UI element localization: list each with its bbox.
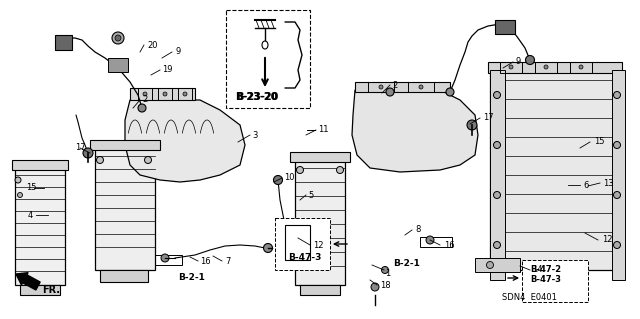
Ellipse shape xyxy=(579,65,583,69)
Ellipse shape xyxy=(493,191,500,198)
Text: 17: 17 xyxy=(75,144,86,152)
Text: 13: 13 xyxy=(603,179,614,188)
Text: 5: 5 xyxy=(308,190,313,199)
Ellipse shape xyxy=(296,167,303,174)
Polygon shape xyxy=(290,152,350,162)
Text: B-47-3: B-47-3 xyxy=(530,276,561,285)
Polygon shape xyxy=(108,58,128,72)
Polygon shape xyxy=(612,70,625,280)
Polygon shape xyxy=(100,270,148,282)
Ellipse shape xyxy=(112,32,124,44)
Text: 12: 12 xyxy=(313,241,323,249)
Text: 17: 17 xyxy=(483,114,493,122)
Ellipse shape xyxy=(145,157,152,164)
Text: 6: 6 xyxy=(583,181,588,189)
Polygon shape xyxy=(95,148,155,270)
Polygon shape xyxy=(490,70,620,270)
Text: 8: 8 xyxy=(415,226,420,234)
Ellipse shape xyxy=(525,56,534,64)
Ellipse shape xyxy=(614,142,621,149)
Text: B-23-20: B-23-20 xyxy=(235,92,277,102)
Ellipse shape xyxy=(15,177,21,183)
Ellipse shape xyxy=(138,104,146,112)
Ellipse shape xyxy=(183,92,187,96)
Text: 12: 12 xyxy=(602,235,612,244)
Text: 2: 2 xyxy=(142,95,147,105)
Ellipse shape xyxy=(273,175,282,184)
Ellipse shape xyxy=(115,35,121,41)
Polygon shape xyxy=(522,260,588,302)
Ellipse shape xyxy=(419,85,423,89)
Text: 15: 15 xyxy=(26,183,36,192)
Ellipse shape xyxy=(614,191,621,198)
Ellipse shape xyxy=(337,167,344,174)
Polygon shape xyxy=(495,20,515,34)
Ellipse shape xyxy=(83,148,93,158)
Text: 9: 9 xyxy=(175,48,180,56)
Text: 7: 7 xyxy=(225,256,230,265)
Text: B-47-3: B-47-3 xyxy=(288,254,321,263)
Text: 4: 4 xyxy=(28,211,33,219)
Text: B-23-20: B-23-20 xyxy=(236,92,278,102)
Ellipse shape xyxy=(493,92,500,99)
Ellipse shape xyxy=(371,283,379,291)
Polygon shape xyxy=(15,168,65,285)
Polygon shape xyxy=(20,285,60,295)
Polygon shape xyxy=(488,62,622,73)
Ellipse shape xyxy=(143,92,147,96)
Text: 19: 19 xyxy=(162,65,173,75)
Text: 1: 1 xyxy=(385,269,390,278)
Text: 16: 16 xyxy=(200,256,211,265)
Polygon shape xyxy=(475,258,520,272)
Text: 18: 18 xyxy=(380,280,390,290)
Ellipse shape xyxy=(381,266,388,273)
Text: 15: 15 xyxy=(594,137,605,146)
Polygon shape xyxy=(130,88,195,100)
Text: 9: 9 xyxy=(516,57,521,66)
Polygon shape xyxy=(226,10,310,108)
Text: 10: 10 xyxy=(284,174,294,182)
Text: SDN4  E0401: SDN4 E0401 xyxy=(502,293,557,302)
Polygon shape xyxy=(352,90,478,172)
Text: 14: 14 xyxy=(532,265,543,275)
Polygon shape xyxy=(12,160,68,170)
Ellipse shape xyxy=(544,65,548,69)
Ellipse shape xyxy=(493,241,500,249)
Polygon shape xyxy=(275,218,330,270)
Text: 16: 16 xyxy=(444,241,454,249)
Ellipse shape xyxy=(614,92,621,99)
Ellipse shape xyxy=(467,120,477,130)
Polygon shape xyxy=(490,70,505,280)
Ellipse shape xyxy=(426,236,434,244)
Polygon shape xyxy=(90,140,160,150)
Ellipse shape xyxy=(17,192,22,197)
Text: 11: 11 xyxy=(318,125,328,135)
Ellipse shape xyxy=(446,88,454,96)
Text: 3: 3 xyxy=(252,130,257,139)
Text: B-2-1: B-2-1 xyxy=(393,258,420,268)
FancyArrow shape xyxy=(16,273,40,290)
Ellipse shape xyxy=(264,243,273,253)
Ellipse shape xyxy=(379,85,383,89)
Text: B-2-1: B-2-1 xyxy=(178,272,205,281)
Text: 20: 20 xyxy=(147,41,157,49)
Ellipse shape xyxy=(97,157,104,164)
Text: FR.: FR. xyxy=(42,285,60,295)
Ellipse shape xyxy=(509,65,513,69)
Polygon shape xyxy=(355,82,450,92)
Polygon shape xyxy=(125,100,245,182)
Polygon shape xyxy=(300,285,340,295)
Ellipse shape xyxy=(486,262,493,269)
Ellipse shape xyxy=(161,254,169,262)
Polygon shape xyxy=(295,160,345,285)
Ellipse shape xyxy=(163,92,167,96)
Polygon shape xyxy=(55,35,72,50)
Ellipse shape xyxy=(493,142,500,149)
Text: 2: 2 xyxy=(392,80,397,90)
Ellipse shape xyxy=(614,241,621,249)
Ellipse shape xyxy=(386,88,394,96)
Text: B-47-2: B-47-2 xyxy=(530,265,561,275)
